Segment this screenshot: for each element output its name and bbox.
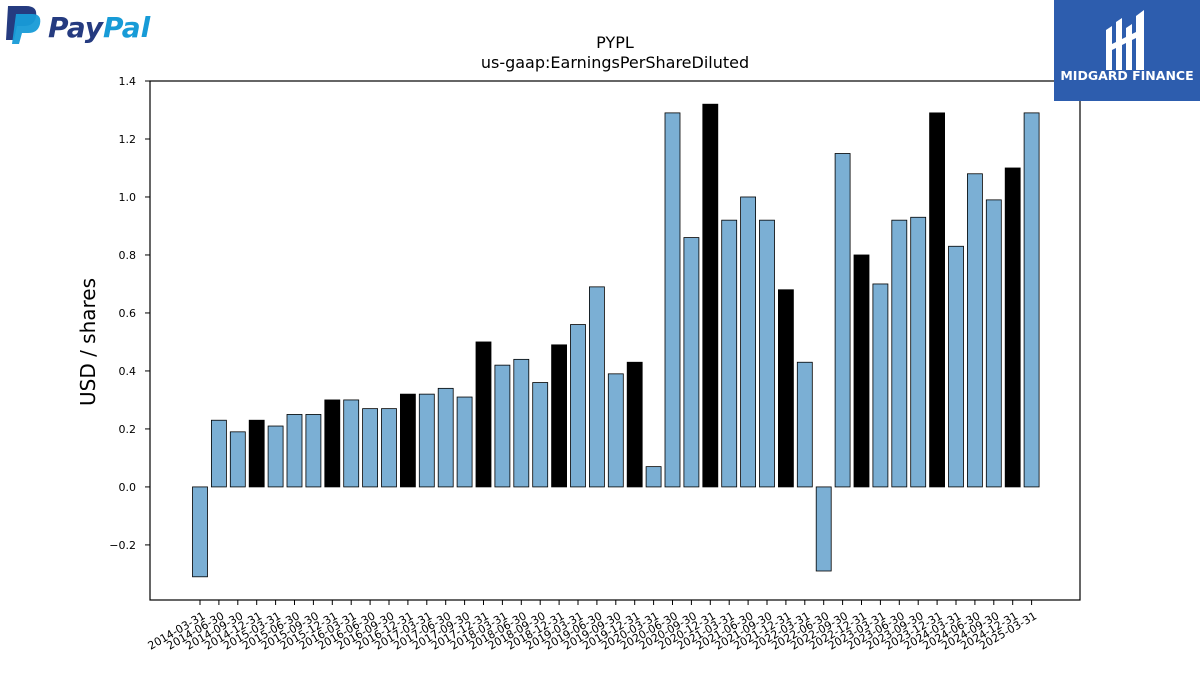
bar-2014-06-30 xyxy=(210,419,227,488)
bar-2024-09-30 xyxy=(985,199,1002,488)
bar-2015-06-30 xyxy=(286,414,303,488)
bar-2021-09-30 xyxy=(759,219,775,488)
bar-2017-03-31 xyxy=(418,393,435,488)
y-tick-label: 0.6 xyxy=(119,307,137,320)
bar-2022-06-30 xyxy=(815,486,832,572)
y-tick-label: −0.2 xyxy=(109,539,136,552)
y-ticks-group: −0.2 0.0 0.2 0.4 0.6 0.8 1.0 1.2 1.4 xyxy=(109,75,150,552)
bar-2015-03-31 xyxy=(267,425,284,488)
bar-2020-09-30 xyxy=(683,237,700,488)
paypal-logo: PayPal xyxy=(6,6,151,44)
bar-2020-12-31 xyxy=(702,103,719,488)
y-tick-label: 0.8 xyxy=(119,249,137,262)
bar-2023-09-30 xyxy=(910,216,927,488)
bar-2021-06-30 xyxy=(740,196,756,488)
bar-2023-03-31 xyxy=(872,283,889,488)
paypal-p-icon xyxy=(6,6,41,44)
bar-2018-06-30 xyxy=(513,358,530,488)
y-tick-label: 1.0 xyxy=(119,191,137,204)
bar-2024-12-31 xyxy=(1004,167,1021,488)
bar-2019-06-30 xyxy=(589,286,605,488)
bar-2023-12-31 xyxy=(929,112,945,488)
paypal-wordmark-pal: Pal xyxy=(103,11,151,44)
y-tick-label: 0.4 xyxy=(119,365,137,378)
bar-2025-03-31 xyxy=(1023,112,1040,488)
bar-2023-06-30 xyxy=(891,219,908,488)
bar-2024-06-30 xyxy=(967,173,983,488)
bar-2018-12-31 xyxy=(551,344,567,488)
bar-2019-03-31 xyxy=(570,324,586,488)
plot-frame xyxy=(149,80,1081,601)
bar-2022-12-31 xyxy=(853,254,870,488)
paypal-wordmark-pay: Pay xyxy=(48,11,105,44)
bar-2019-09-30 xyxy=(607,373,624,488)
x-ticks-group: 2014-03-312014-06-302014-09-302014-12-31… xyxy=(146,600,1039,653)
bar-2021-03-31 xyxy=(721,219,738,488)
chart-subtitle: us-gaap:EarningsPerShareDiluted xyxy=(481,53,749,72)
midgard-finance-logo: MIDGARD FINANCE xyxy=(1054,0,1200,101)
chart-title: PYPL xyxy=(596,33,634,52)
bar-2018-09-30 xyxy=(532,382,549,488)
bar-2017-06-30 xyxy=(437,387,454,488)
bar-2020-06-30 xyxy=(664,112,681,488)
bar-2024-03-31 xyxy=(948,245,964,488)
bar-2015-09-30 xyxy=(305,414,322,488)
bar-2021-12-31 xyxy=(778,289,794,488)
y-tick-label: 1.4 xyxy=(119,75,137,88)
bar-2022-03-31 xyxy=(796,361,813,488)
midgard-logo-text: MIDGARD FINANCE xyxy=(1060,68,1193,83)
bar-2019-12-31 xyxy=(626,361,643,488)
y-tick-label: 0.2 xyxy=(119,423,137,436)
bar-2016-09-30 xyxy=(381,408,397,488)
bar-2017-12-31 xyxy=(475,341,492,488)
y-axis-label: USD / shares xyxy=(76,278,100,406)
bar-2020-03-31 xyxy=(645,466,662,488)
bar-2017-09-30 xyxy=(456,396,473,488)
svg-text:PayPal: PayPal xyxy=(48,11,151,44)
bar-2016-12-31 xyxy=(399,393,416,488)
bar-2014-09-30 xyxy=(229,431,246,488)
bar-2016-06-30 xyxy=(362,408,379,488)
y-tick-label: 0.0 xyxy=(119,481,137,494)
y-tick-label: 1.2 xyxy=(119,133,137,146)
bar-2014-12-31 xyxy=(248,419,265,488)
bar-2015-12-31 xyxy=(324,399,341,488)
bar-2018-03-31 xyxy=(494,364,511,488)
midgard-m-icon xyxy=(1106,10,1144,70)
bar-2022-09-30 xyxy=(834,153,851,488)
bar-2016-03-31 xyxy=(343,399,360,488)
bars-group xyxy=(192,103,1040,578)
bar-2014-03-31 xyxy=(192,486,208,578)
